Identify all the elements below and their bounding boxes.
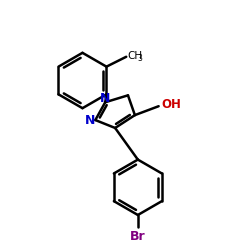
Text: 3: 3 xyxy=(138,54,142,63)
Text: CH: CH xyxy=(127,51,142,61)
Text: N: N xyxy=(85,114,96,126)
Text: OH: OH xyxy=(162,98,182,111)
Text: N: N xyxy=(100,92,110,105)
Text: Br: Br xyxy=(130,230,146,243)
